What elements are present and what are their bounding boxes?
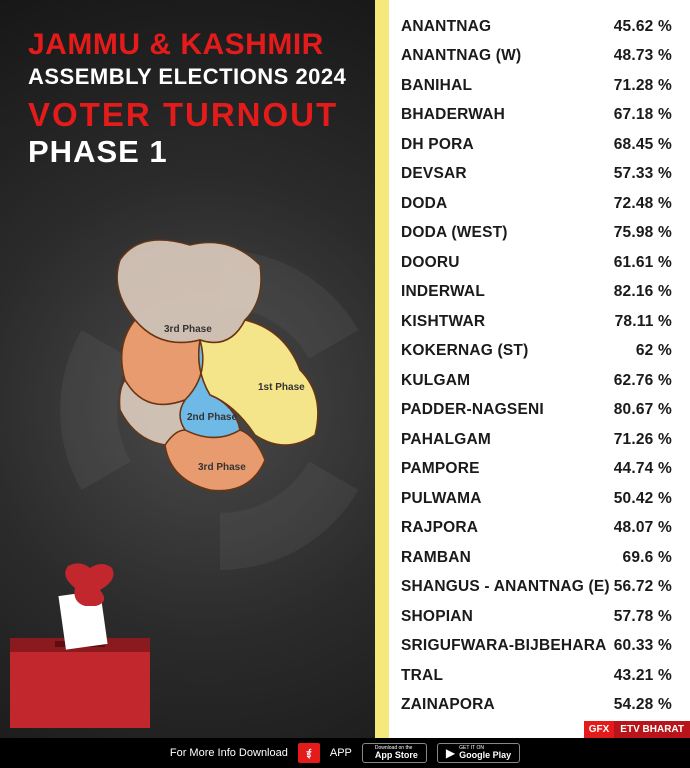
appstore-badge[interactable]: Download on theApp Store [362,743,427,763]
turnout-row: TRAL 43.21 % [401,661,672,691]
googleplay-badge[interactable]: ▶ GET IT ONGoogle Play [437,743,520,763]
turnout-percentage: 61.61 % [614,254,672,272]
turnout-percentage: 78.11 % [615,313,672,331]
turnout-percentage: 50.42 % [614,490,672,508]
turnout-percentage: 62.76 % [614,372,672,390]
turnout-percentage: 75.98 % [614,224,672,242]
infographic-main: JAMMU & KASHMIR ASSEMBLY ELECTIONS 2024 … [0,0,690,738]
turnout-row: SRIGUFWARA-BIJBEHARA 60.33 % [401,632,672,662]
turnout-percentage: 54.28 % [614,696,672,714]
constituency-name: ANANTNAG [401,18,491,36]
constituency-name: BHADERWAH [401,106,505,124]
turnout-row: PULWAMA 50.42 % [401,484,672,514]
turnout-row: BANIHAL 71.28 % [401,71,672,101]
constituency-name: SHANGUS - ANANTNAG (E) [401,578,610,596]
title-event: ASSEMBLY ELECTIONS 2024 [28,64,375,90]
constituency-name: RAMBAN [401,549,471,567]
play-icon: ▶ [446,746,455,760]
constituency-name: TRAL [401,667,443,685]
constituency-name: PULWAMA [401,490,482,508]
turnout-row: KULGAM 62.76 % [401,366,672,396]
turnout-row: DH PORA 68.45 % [401,130,672,160]
turnout-percentage: 44.74 % [614,460,672,478]
turnout-row: DEVSAR 57.33 % [401,160,672,190]
turnout-percentage: 45.62 % [614,18,672,36]
constituency-name: SHOPIAN [401,608,473,626]
constituency-name: PADDER-NAGSENI [401,401,544,419]
turnout-row: KOKERNAG (ST) 62 % [401,337,672,367]
turnout-row: RAJPORA 48.07 % [401,514,672,544]
turnout-percentage: 48.07 % [614,519,672,537]
map-label-phase2: 2nd Phase [187,412,237,423]
turnout-percentage: 68.45 % [614,136,672,154]
constituency-name: DODA [401,195,447,213]
turnout-row: PADDER-NAGSENI 80.67 % [401,396,672,426]
constituency-name: RAJPORA [401,519,478,537]
footer-app-text: APP [330,747,352,759]
turnout-row: SHOPIAN 57.78 % [401,602,672,632]
left-panel: JAMMU & KASHMIR ASSEMBLY ELECTIONS 2024 … [0,0,375,738]
turnout-percentage: 82.16 % [614,283,672,301]
ballot-box-icon [0,558,200,738]
constituency-name: KULGAM [401,372,470,390]
constituency-name: ZAINAPORA [401,696,495,714]
turnout-percentage: 57.78 % [614,608,672,626]
turnout-row: BHADERWAH 67.18 % [401,101,672,131]
turnout-row: ANANTNAG 45.62 % [401,12,672,42]
constituency-name: SRIGUFWARA-BIJBEHARA [401,637,607,655]
phase-map: 3rd Phase 1st Phase 2nd Phase 3rd Phase [90,220,350,520]
turnout-percentage: 48.73 % [614,47,672,65]
turnout-row: RAMBAN 69.6 % [401,543,672,573]
map-label-phase1: 1st Phase [258,382,305,393]
turnout-row: DODA (WEST) 75.98 % [401,219,672,249]
map-label-phase3-lower: 3rd Phase [198,462,246,473]
turnout-row: PAHALGAM 71.26 % [401,425,672,455]
turnout-percentage: 69.6 % [623,549,672,567]
constituency-name: DH PORA [401,136,474,154]
footer-bar: For More Info Download ई APP Download on… [0,738,690,768]
constituency-name: PAHALGAM [401,431,491,449]
title-phase: PHASE 1 [28,134,375,170]
turnout-percentage: 67.18 % [614,106,672,124]
constituency-name: DOORU [401,254,460,272]
etv-label: ETV BHARAT [614,721,690,738]
constituency-name: ANANTNAG (W) [401,47,521,65]
etv-app-icon: ई [298,743,320,763]
turnout-percentage: 80.67 % [614,401,672,419]
turnout-percentage: 43.21 % [614,667,672,685]
constituency-name: DODA (WEST) [401,224,508,242]
constituency-name: KOKERNAG (ST) [401,342,528,360]
turnout-row: KISHTWAR 78.11 % [401,307,672,337]
turnout-percentage: 62 % [636,342,672,360]
source-badge: GFX ETV BHARAT [584,721,690,738]
turnout-percentage: 57.33 % [614,165,672,183]
title-metric: VOTER TURNOUT [28,96,375,134]
right-panel: ANANTNAG 45.62 % ANANTNAG (W) 48.73 % BANIHA… [375,0,690,738]
constituency-name: KISHTWAR [401,313,485,331]
turnout-table: ANANTNAG 45.62 % ANANTNAG (W) 48.73 % BANIHA… [389,0,690,738]
turnout-row: ZAINAPORA 54.28 % [401,691,672,721]
turnout-row: INDERWAL 82.16 % [401,278,672,308]
turnout-row: PAMPORE 44.74 % [401,455,672,485]
turnout-percentage: 71.26 % [614,431,672,449]
turnout-percentage: 72.48 % [614,195,672,213]
gfx-label: GFX [584,721,615,738]
title-block: JAMMU & KASHMIR ASSEMBLY ELECTIONS 2024 … [0,0,375,170]
map-region-phase3-lower [165,430,265,491]
constituency-name: DEVSAR [401,165,467,183]
turnout-percentage: 56.72 % [614,578,672,596]
constituency-name: INDERWAL [401,283,485,301]
title-state: JAMMU & KASHMIR [28,28,375,62]
map-label-phase3-upper: 3rd Phase [164,324,212,335]
turnout-row: SHANGUS - ANANTNAG (E)56.72 % [401,573,672,603]
turnout-row: DOORU 61.61 % [401,248,672,278]
constituency-name: PAMPORE [401,460,480,478]
constituency-name: BANIHAL [401,77,472,95]
turnout-row: DODA 72.48 % [401,189,672,219]
yellow-divider-bar [375,0,389,738]
turnout-percentage: 71.28 % [614,77,672,95]
footer-download-text: For More Info Download [170,747,288,759]
turnout-row: ANANTNAG (W) 48.73 % [401,42,672,72]
turnout-percentage: 60.33 % [614,637,672,655]
